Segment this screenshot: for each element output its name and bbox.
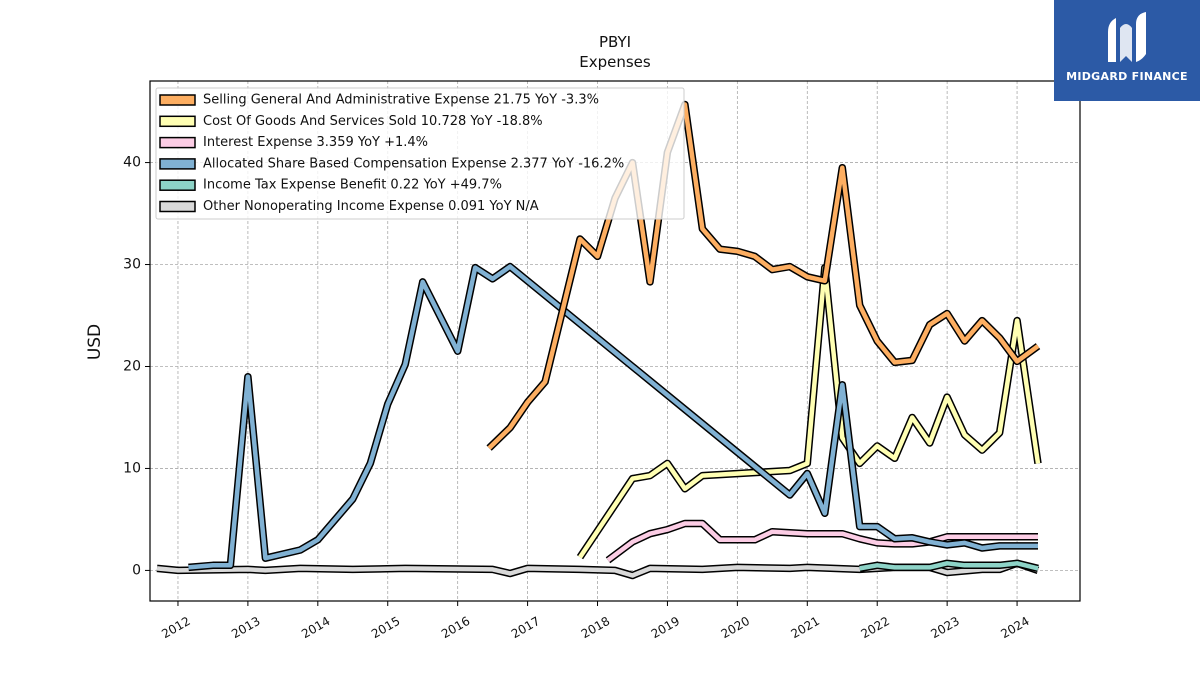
series-line [156, 561, 1039, 578]
chart-title: PBYI [599, 33, 631, 51]
x-tick-label: 2016 [439, 614, 472, 641]
legend-label: Allocated Share Based Compensation Expen… [203, 156, 624, 171]
y-tick-label: 30 [123, 257, 141, 273]
x-tick-label: 2024 [998, 614, 1031, 641]
y-tick-label: 10 [123, 460, 141, 476]
legend-entry-other-nonop: Other Nonoperating Income Expense 0.091 … [159, 199, 539, 214]
y-axis-label: USD [85, 324, 105, 360]
x-tick-label: 2018 [579, 614, 612, 641]
legend-label: Selling General And Administrative Expen… [203, 93, 599, 108]
y-tick-label: 20 [123, 358, 141, 374]
series-line [859, 561, 1039, 571]
legend-entry-interest: Interest Expense 3.359 YoY +1.4% [159, 135, 428, 150]
legend-swatch [159, 115, 196, 128]
legend-entry-sga: Selling General And Administrative Expen… [159, 93, 599, 108]
legend-swatch [159, 158, 196, 170]
x-tick-label: 2021 [789, 614, 822, 641]
series-line [578, 265, 1041, 559]
series-line-outline [576, 263, 1042, 560]
y-tick-label: 40 [123, 155, 141, 171]
legend-label: Other Nonoperating Income Expense 0.091 … [203, 199, 539, 214]
x-tick-label: 2019 [649, 614, 682, 641]
y-tick-label: 0 [132, 562, 141, 578]
series-lines [156, 100, 1042, 580]
midgard-finance-logo: MIDGARD FINANCE [1054, 0, 1200, 101]
legend-entry-cogs: Cost Of Goods And Services Sold 10.728 Y… [159, 114, 543, 129]
x-tick-label: 2013 [229, 614, 262, 641]
x-tick-label: 2017 [509, 614, 542, 641]
x-tick-label: 2015 [369, 614, 402, 641]
logo-mark-icon [1108, 12, 1146, 62]
x-tick-label: 2020 [719, 614, 752, 641]
legend-swatch [159, 179, 196, 191]
x-tick-label: 2022 [858, 614, 891, 641]
x-tick-label: 2023 [928, 614, 961, 641]
logo-text: MIDGARD FINANCE [1066, 70, 1188, 83]
x-tick-label: 2012 [159, 614, 192, 641]
series-income-tax [859, 559, 1039, 573]
series-sbc [188, 262, 1038, 572]
series-sga [486, 100, 1041, 451]
legend: Selling General And Administrative Expen… [155, 87, 685, 220]
chart-subtitle: Expenses [579, 53, 651, 71]
legend-swatch [159, 136, 196, 149]
x-tick-label: 2014 [299, 614, 332, 641]
series-other-nonop [156, 559, 1040, 580]
plot-frame [149, 80, 1081, 602]
legend-label: Income Tax Expense Benefit 0.22 YoY +49.… [203, 178, 502, 193]
series-line [487, 102, 1040, 450]
series-line [188, 264, 1038, 570]
legend-swatch [159, 200, 196, 213]
legend-swatch [159, 94, 196, 106]
legend-label: Interest Expense 3.359 YoY +1.4% [203, 135, 428, 150]
legend-entry-sbc: Allocated Share Based Compensation Expen… [159, 156, 624, 171]
legend-label: Cost Of Goods And Services Sold 10.728 Y… [203, 114, 543, 129]
legend-entry-income-tax: Income Tax Expense Benefit 0.22 YoY +49.… [159, 178, 502, 193]
series-cogs [576, 263, 1042, 560]
legend-box [155, 87, 685, 220]
